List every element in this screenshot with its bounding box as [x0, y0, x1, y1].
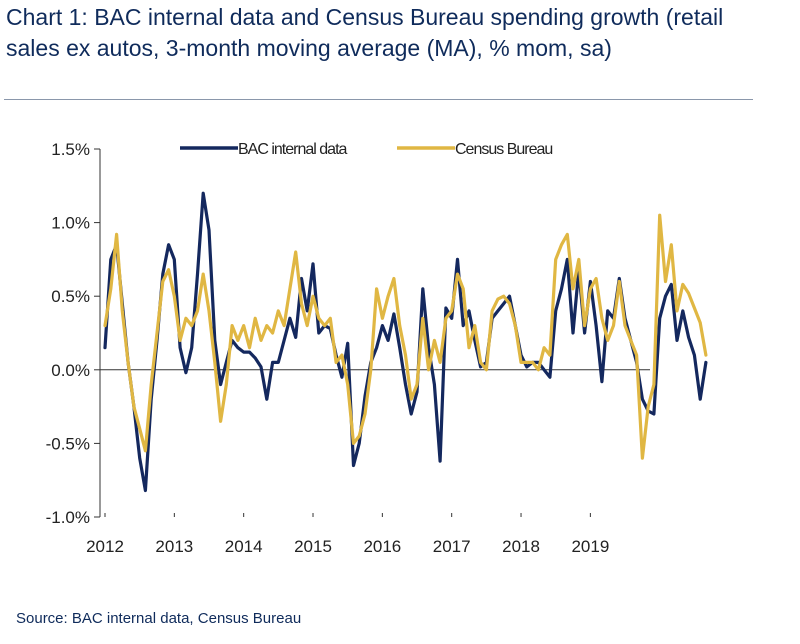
source-note: Source: BAC internal data, Census Bureau [16, 610, 302, 627]
x-tick-label: 2014 [225, 537, 263, 556]
line-chart: 1.5% 1.0% 0.5% 0.0% -0.5% -1.0% 2012 2013 2014 20… [46, 140, 708, 556]
chart-title: Chart 1: BAC internal data and Census Bu… [6, 4, 724, 61]
y-tick-label: -1.0% [46, 508, 90, 527]
y-tick-label: 0.5% [51, 287, 90, 306]
chart-axes: 1.5% 1.0% 0.5% 0.0% -0.5% -1.0% 2012 2013 2014 20… [46, 140, 650, 556]
y-tick-label: 0.0% [51, 361, 90, 380]
legend-label: BAC internal data [238, 141, 348, 158]
chart-legend: BAC internal data Census Bureau [180, 141, 553, 158]
legend-label: Census Bureau [455, 141, 552, 158]
series-line-census-bureau [103, 213, 708, 460]
x-tick-label: 2016 [363, 537, 401, 556]
x-tick-label: 2019 [571, 537, 609, 556]
x-tick-label: 2017 [433, 537, 471, 556]
y-tick-label: -0.5% [46, 434, 90, 453]
x-tick-label: 2018 [502, 537, 540, 556]
x-tick-label: 2015 [294, 537, 332, 556]
y-tick-label: 1.0% [51, 214, 90, 233]
chart-lines [103, 191, 708, 493]
x-tick-label: 2012 [86, 537, 124, 556]
x-tick-label: 2013 [155, 537, 193, 556]
series-line-bac-internal-data [103, 191, 708, 493]
y-tick-label: 1.5% [51, 140, 90, 159]
title-divider [4, 99, 753, 100]
